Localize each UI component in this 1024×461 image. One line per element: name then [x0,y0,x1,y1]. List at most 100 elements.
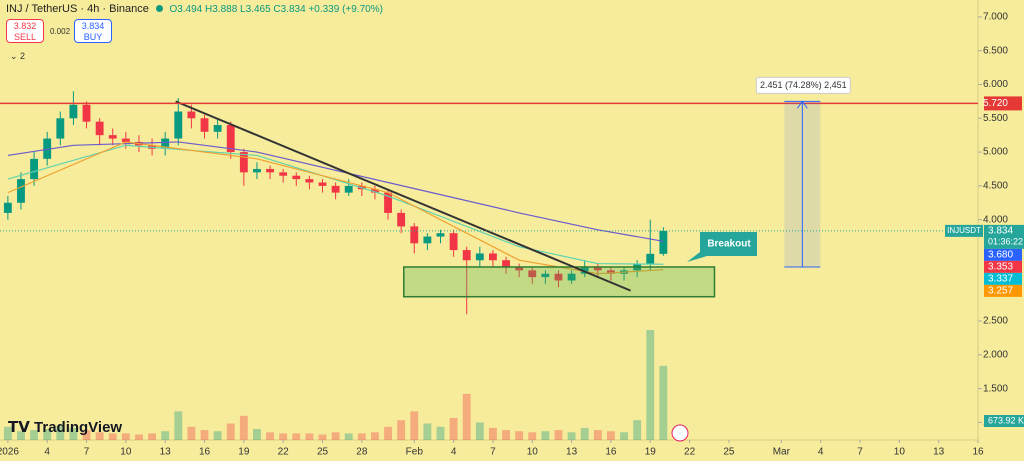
x-tick-label: 19 [238,447,250,458]
arrow-head [796,100,808,109]
candle-body [331,185,340,193]
volume-bar [69,427,78,440]
candle-body [462,250,471,261]
candle-body [410,226,419,244]
symbol[interactable]: INJ / TetherUS · 4h · Binance [6,3,149,15]
volume-bar [239,415,248,440]
candle-body [213,125,222,132]
price-label: 3.353 [988,262,1013,273]
x-tick-label: 22 [684,447,696,458]
x-tick-label: 25 [317,447,329,458]
measure-label-box [755,76,851,94]
x-tick-label: 2026 [0,447,19,458]
candle-body [226,125,235,153]
candle-body [43,138,52,159]
resistance-tag [984,96,1022,111]
y-tick-label: 1.500 [983,383,1008,394]
buy-text: BUY [83,32,103,42]
candle-body [69,104,78,119]
x-tick-label: 4 [818,447,824,458]
volume-bar [318,434,327,440]
volume-bar [659,365,668,440]
sell-text: SELL [13,32,37,42]
candle-body [593,266,602,271]
x-tick-label: 22 [278,447,290,458]
volume-bar [462,393,471,440]
volume-bar [30,430,39,440]
candle-body [423,236,432,244]
volume-bar [161,431,170,440]
ticker-label: INJUSDT [947,226,981,235]
candle-body [108,135,117,139]
price-label: 3.337 [988,274,1013,285]
volume-bar [593,430,602,440]
header: INJ / TetherUS · 4h · Binance O3.494 H3.… [6,3,383,15]
volume-bar [423,423,432,440]
scroll-button[interactable] [671,424,689,442]
volume-tag [984,415,1024,427]
sell-button[interactable]: 3.832 SELL [6,19,44,43]
candle-body [606,270,615,274]
candle-body [659,230,668,254]
ohlc: O3.494 H3.888 L3.465 C3.834 +0.339 (+9.7… [169,4,383,15]
candle-body [475,253,484,261]
y-tick-label: 6.000 [983,79,1008,90]
logo[interactable]: 𝗧𝗩 TradingView [8,418,122,436]
x-tick-label: 13 [566,447,578,458]
volume-bar [43,429,52,440]
x-tick-label: 25 [723,447,735,458]
y-tick-label: 7.000 [983,12,1008,23]
candle-body [489,253,497,261]
sell-price: 3.832 [13,21,37,31]
candle-body [449,233,458,251]
measure-label: 2.451 (74.28%) 2,451 [760,80,847,90]
volume-bar [226,423,235,440]
candle-body [580,266,589,274]
candle-body [344,185,353,193]
price-tag [984,260,1022,273]
candle-body [397,212,406,227]
volume-bar [82,430,91,440]
candle-body [318,182,327,186]
x-tick-label: 28 [356,447,368,458]
volume-bar [213,431,222,440]
y-tick-label: 6.500 [983,45,1008,56]
candle-body [30,158,39,180]
indicators-toggle[interactable]: ⌄ 2 [10,51,26,61]
volume-bar [266,432,274,440]
candle-body [279,172,288,176]
y-tick-label: 5.500 [983,113,1008,124]
volume-bar [515,431,524,440]
x-tick-label: 10 [894,447,906,458]
moving-average [7,144,664,265]
volume-bar [371,432,379,440]
x-tick-label: Mar [773,447,791,458]
x-tick-label: 7 [857,447,863,458]
x-tick-label: 13 [160,447,172,458]
candle-body [239,152,248,173]
buy-button[interactable]: 3.834 BUY [74,19,112,43]
volume-bar [292,433,301,440]
x-tick-label: 13 [933,447,945,458]
resistance-label: 5.720 [983,98,1008,109]
volume-bar [502,430,510,440]
candle-body [161,138,170,149]
support-zone [403,266,716,298]
candle-body [17,179,25,203]
volume-bar [344,433,353,440]
volume-bar [148,433,157,440]
candle-body [174,111,183,139]
x-tick-label: 10 [120,447,132,458]
volume-bar [121,433,130,440]
callout [687,232,757,262]
logo-text: TradingView [34,419,123,436]
candle-body [253,168,261,173]
candle-body [371,189,379,193]
candle-body [436,233,445,237]
volume-bar [384,426,392,440]
volume-bar [489,427,497,440]
candle-body [95,121,104,136]
x-tick-label: 10 [527,447,539,458]
x-tick-label: Feb [406,447,424,458]
